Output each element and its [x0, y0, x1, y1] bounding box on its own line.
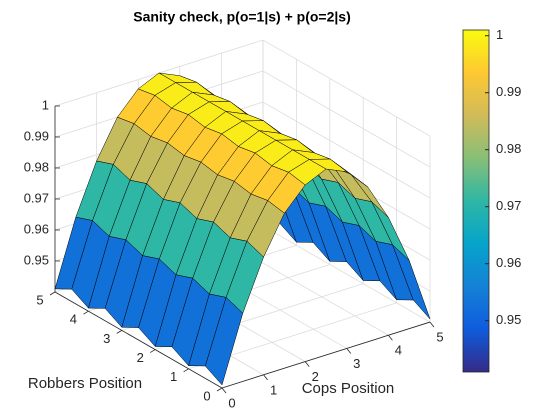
colorbar-tick-label: 0.98 — [496, 141, 521, 156]
x-tick — [263, 374, 268, 381]
x-tick-label: 2 — [312, 369, 319, 384]
z-tick-label: 0.99 — [24, 128, 49, 143]
grid-line — [262, 70, 431, 168]
y-tick-label: 3 — [103, 331, 110, 346]
y-tick — [49, 291, 56, 296]
y-tick — [116, 330, 123, 334]
x-tick — [429, 321, 435, 328]
z-tick-label: 0.96 — [24, 221, 49, 236]
z-tick-label: 0.97 — [24, 190, 49, 205]
x-tick — [346, 348, 352, 354]
x-tick-label: 1 — [270, 382, 277, 397]
x-tick-label: 3 — [353, 356, 360, 371]
colorbar-tick-label: 0.95 — [496, 312, 521, 327]
y-tick-label: 0 — [203, 388, 210, 403]
y-tick — [83, 310, 89, 315]
z-tick-label: 1 — [42, 97, 49, 112]
y-tick-label: 4 — [70, 312, 77, 327]
x-tick-label: 0 — [228, 395, 235, 410]
colorbar — [462, 29, 490, 373]
y-tick — [216, 387, 223, 392]
z-tick-label: 0.95 — [24, 252, 49, 267]
surface — [54, 72, 431, 386]
y-tick-label: 2 — [137, 350, 144, 365]
chart-title: Sanity check, p(o=1|s) + p(o=2|s) — [133, 9, 351, 25]
x-tick-label: 4 — [395, 343, 402, 358]
colorbar-tick-label: 0.97 — [496, 198, 521, 213]
x-tick — [388, 335, 393, 341]
y-tick — [149, 349, 156, 353]
grid-line — [262, 39, 431, 137]
colorbar-tick-label: 0.99 — [496, 84, 521, 99]
x-tick — [304, 361, 310, 367]
x-axis-line — [221, 321, 431, 389]
surface-patch — [205, 296, 244, 386]
y-tick-label: 5 — [36, 292, 43, 307]
colorbar-tick-label: 1 — [496, 27, 503, 42]
y-tick — [183, 368, 189, 373]
x-tick-label: 5 — [436, 330, 443, 345]
z-tick-label: 0.98 — [24, 159, 49, 174]
y-axis-label: Robbers Position — [28, 375, 142, 392]
grid-line — [262, 225, 431, 323]
grid-line — [262, 101, 431, 199]
x-axis-label: Cops Position — [302, 380, 395, 397]
colorbar-tick-label: 0.96 — [496, 255, 521, 270]
x-tick — [221, 387, 227, 394]
y-tick-label: 1 — [170, 369, 177, 384]
y-axis-line — [54, 291, 223, 389]
